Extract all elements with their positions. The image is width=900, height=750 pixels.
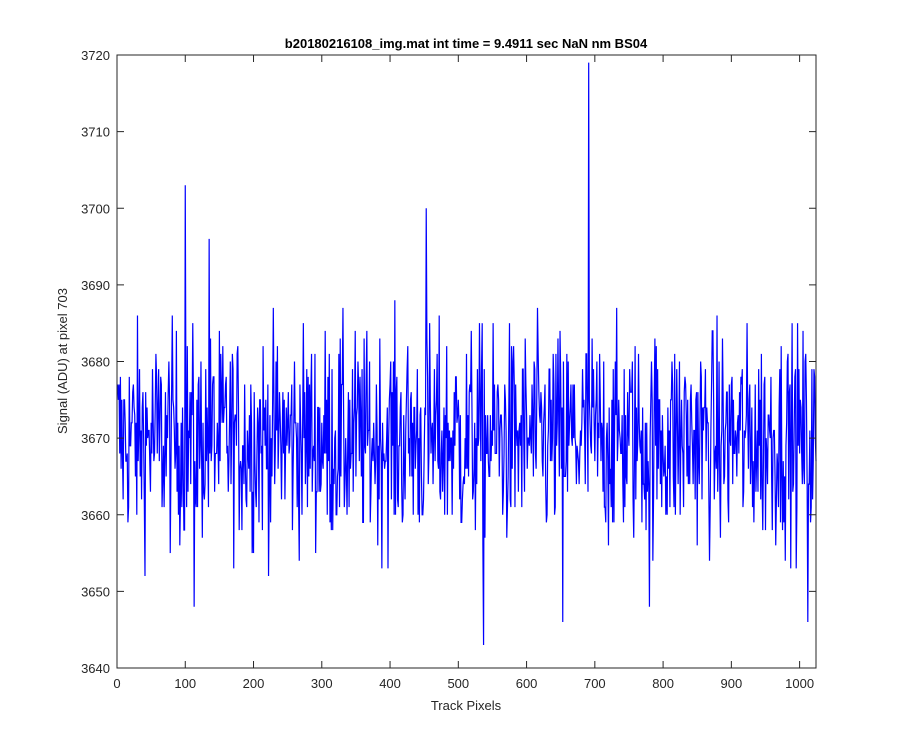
x-axis-label: Track Pixels	[431, 698, 502, 713]
axes-layer: 0 100 200 300 400 500 600 700 800 900 1000 3640 3650…	[81, 48, 817, 691]
x-tick-label: 0	[113, 676, 120, 691]
x-tick-label: 900	[721, 676, 743, 691]
x-tick-label: 400	[379, 676, 401, 691]
x-tick-label: 700	[584, 676, 606, 691]
y-tick-label: 3640	[81, 661, 110, 676]
y-tick-label: 3710	[81, 125, 110, 140]
x-tick-label: 200	[243, 676, 265, 691]
x-tick-label: 800	[652, 676, 674, 691]
x-tick-label: 300	[311, 676, 333, 691]
chart-title: b20180216108_img.mat int time = 9.4911 s…	[285, 36, 648, 51]
x-tick-label: 600	[516, 676, 538, 691]
y-tick-label: 3700	[81, 201, 110, 216]
y-tick-label: 3720	[81, 48, 110, 63]
x-tick-label: 1000	[785, 676, 814, 691]
y-tick-label: 3660	[81, 508, 110, 523]
y-tick-label: 3650	[81, 584, 110, 599]
y-axis-label: Signal (ADU) at pixel 703	[55, 288, 70, 434]
x-tick-label: 100	[174, 676, 196, 691]
y-tick-label: 3680	[81, 355, 110, 370]
series-line	[117, 62, 817, 646]
y-tick-label: 3670	[81, 431, 110, 446]
x-tick-label: 500	[447, 676, 469, 691]
series-layer	[117, 62, 817, 646]
y-tick-label: 3690	[81, 278, 110, 293]
